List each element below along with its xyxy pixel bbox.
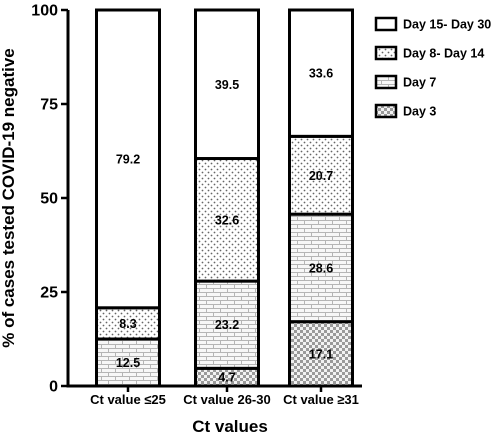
x-tick-label: Ct value ≥31 xyxy=(283,392,359,407)
bar-segment xyxy=(194,8,260,161)
y-tick-label: 25 xyxy=(40,285,58,302)
legend-swatch xyxy=(374,16,398,32)
legend-item: Day 3 xyxy=(374,103,436,119)
legend-item: Day 15- Day 30 xyxy=(374,16,491,32)
bar-segment xyxy=(288,212,354,324)
data-label: 28.6 xyxy=(309,261,333,275)
legend-item: Day 7 xyxy=(374,74,436,90)
bar-stack: 17.1 28.6 20.7 33.6 xyxy=(288,8,354,388)
legend-label: Day 3 xyxy=(403,105,436,119)
bar-segment xyxy=(288,8,354,138)
data-label: 8.3 xyxy=(119,317,136,331)
legend-swatch xyxy=(374,74,398,90)
legend-label: Day 7 xyxy=(403,76,436,90)
bar-stack: 4.7 23.2 32.6 39.5 xyxy=(194,8,260,388)
data-label: 39.5 xyxy=(215,78,239,92)
bar-segment xyxy=(288,320,354,388)
x-axis-title: Ct values xyxy=(192,417,268,436)
y-tick-label: 50 xyxy=(40,191,58,208)
y-tick-label: 0 xyxy=(49,379,58,396)
y-tick-label: 100 xyxy=(31,3,58,20)
data-label: 4.7 xyxy=(218,371,235,385)
data-label: 33.6 xyxy=(309,67,333,81)
data-label: 12.5 xyxy=(116,356,140,370)
x-tick-label: Ct value 26-30 xyxy=(183,392,270,407)
y-tick-label: 75 xyxy=(40,97,58,114)
data-label: 32.6 xyxy=(215,213,239,227)
bar-stack: 12.5 8.3 79.2 xyxy=(95,8,161,388)
legend-label: Day 8- Day 14 xyxy=(403,47,484,61)
data-label: 23.2 xyxy=(215,318,239,332)
y-axis-title: % of cases tested COVID-19 negative xyxy=(0,48,18,348)
data-label: 17.1 xyxy=(309,347,333,361)
legend-label: Day 15- Day 30 xyxy=(403,18,491,32)
data-label: 79.2 xyxy=(116,152,140,166)
bar-segment xyxy=(95,8,161,310)
bar-segment xyxy=(288,134,354,216)
bar-segment xyxy=(194,279,260,370)
data-label: 20.7 xyxy=(309,169,333,183)
legend-swatch xyxy=(374,103,398,119)
bar-segment xyxy=(194,157,260,283)
axes: 0 25 50 75 100 Ct value ≤25 Ct value 26-30 Ct v… xyxy=(31,3,362,407)
legend-swatch xyxy=(374,45,398,61)
bar-segment xyxy=(95,337,161,388)
bars-layer: 12.5 8.3 79.2 4.7 23.2 32.6 39.5 17.1 28.6 20.7 33… xyxy=(95,8,354,388)
legend-item: Day 8- Day 14 xyxy=(374,45,484,61)
legend: Day 15- Day 30 Day 8- Day 14 Day 7 Day 3 xyxy=(374,16,491,119)
x-tick-label: Ct value ≤25 xyxy=(90,392,166,407)
